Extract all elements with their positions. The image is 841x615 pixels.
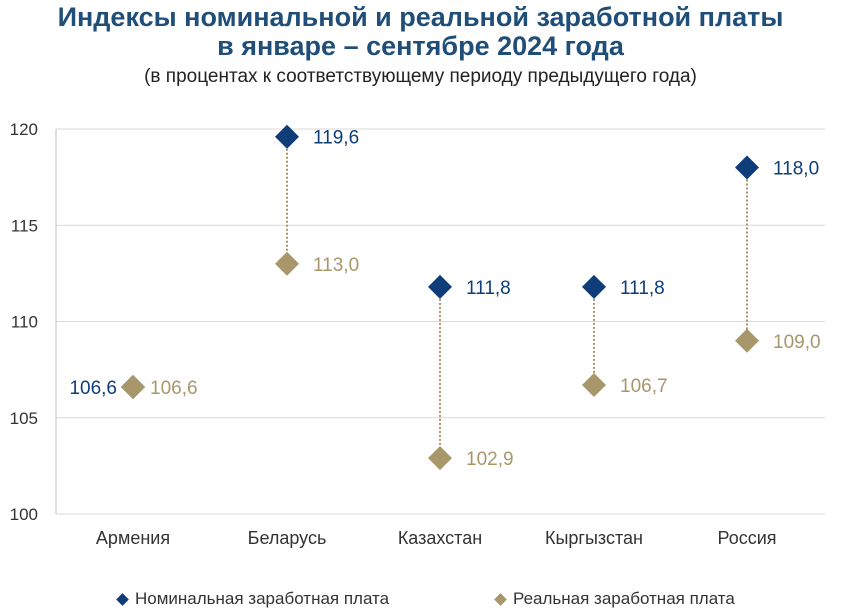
real-diamond-icon — [494, 592, 507, 606]
legend: Номинальная заработная плата Реальная за… — [0, 589, 841, 611]
x-tick-label: Армения — [96, 528, 170, 548]
chart-title-line1: Индексы номинальной и реальной заработно… — [57, 2, 784, 32]
x-tick-label: Кыргызстан — [545, 528, 643, 548]
y-tick-label: 110 — [11, 313, 38, 332]
real-data-label: 109,0 — [773, 332, 821, 353]
real-data-label: 106,6 — [150, 378, 198, 399]
legend-label-real: Реальная заработная плата — [513, 589, 735, 608]
nominal-data-label: 111,8 — [466, 278, 511, 299]
nominal-point — [428, 274, 452, 299]
legend-item-nominal: Номинальная заработная плата — [116, 589, 390, 609]
nominal-point — [275, 124, 299, 149]
y-tick-label: 115 — [11, 216, 38, 235]
legend-label-nominal: Номинальная заработная плата — [135, 589, 390, 608]
nominal-data-label: 119,6 — [313, 128, 359, 149]
real-data-label: 113,0 — [313, 255, 359, 276]
nominal-data-label: 118,0 — [773, 159, 819, 180]
real-point — [275, 251, 299, 276]
nominal-data-label: 106,6 — [69, 378, 117, 399]
y-tick-label: 100 — [10, 505, 38, 524]
nominal-point — [735, 155, 759, 180]
x-tick-label: Казахстан — [398, 528, 482, 548]
nominal-point — [582, 274, 606, 299]
real-point — [582, 373, 606, 398]
chart-title-line2: в январе – сентябре 2024 года — [217, 31, 624, 61]
nominal-data-label: 111,8 — [620, 278, 665, 299]
real-point — [428, 446, 452, 471]
x-tick-label: Россия — [717, 528, 776, 548]
x-tick-label: Беларусь — [248, 528, 327, 548]
real-point — [735, 328, 759, 353]
y-tick-label: 105 — [10, 409, 38, 428]
real-point — [121, 374, 145, 399]
real-data-label: 106,7 — [620, 376, 668, 397]
legend-item-real: Реальная заработная плата — [494, 589, 735, 609]
y-tick-label: 120 — [10, 120, 38, 139]
chart-subtitle: (в процентах к соответствующему периоду … — [144, 66, 697, 87]
real-data-label: 102,9 — [466, 449, 514, 470]
nominal-diamond-icon — [116, 592, 129, 606]
